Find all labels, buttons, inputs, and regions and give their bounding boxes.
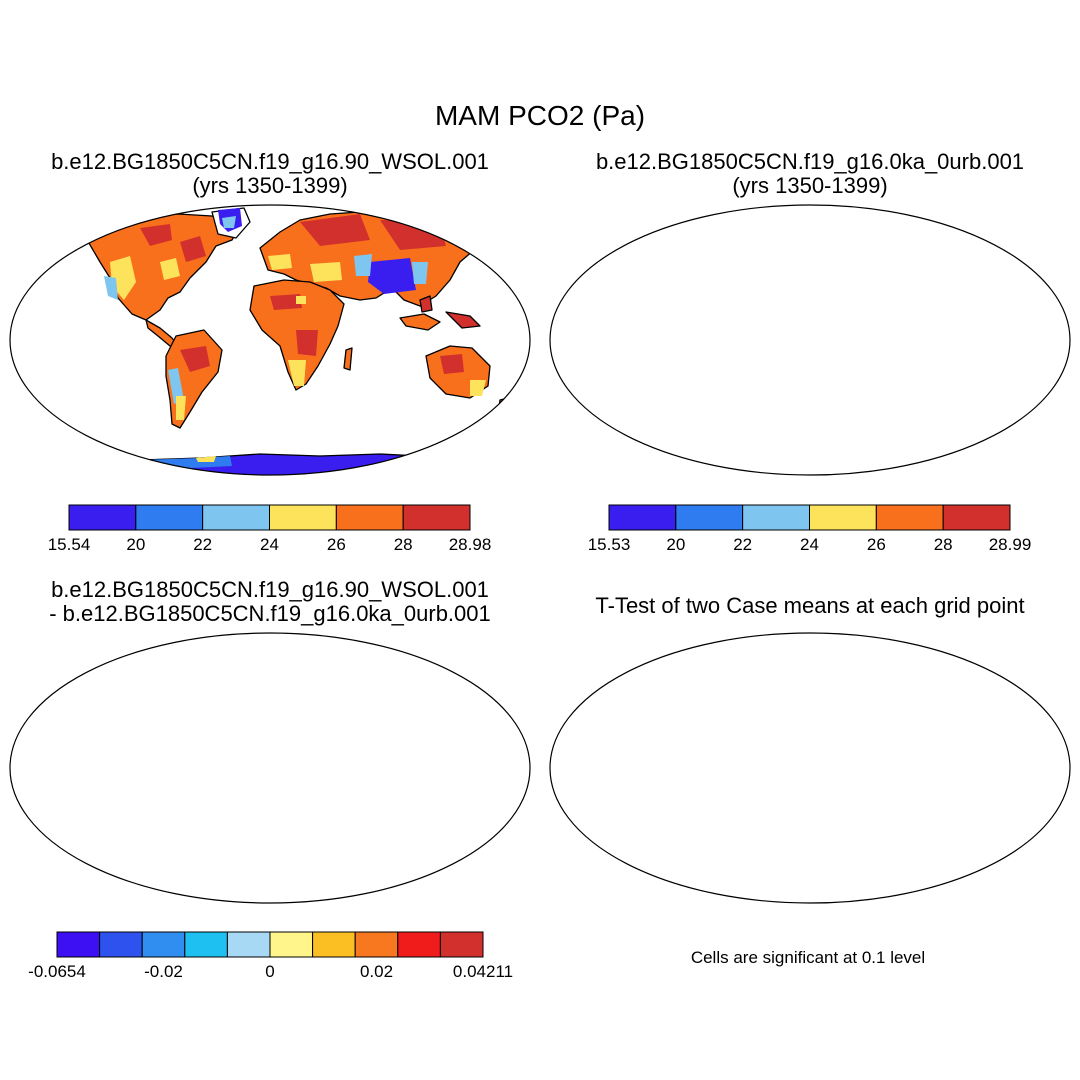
colorbar-tick-label: 15.54 — [47, 535, 91, 554]
colorbar-segment — [269, 931, 314, 958]
map-panel-case1 — [9, 204, 531, 476]
colorbar-tick-label: 28 — [933, 535, 953, 554]
colorbar-tick-label: 28.99 — [988, 535, 1032, 554]
colorbar-tick-label: 15.53 — [587, 535, 631, 554]
colorbar-segment — [312, 931, 356, 958]
colorbar-tick-label: 0.04211 — [452, 962, 514, 981]
panel4-title-line1: T-Test of two Case means at each grid po… — [595, 593, 1025, 618]
colorbar-tick-label: 26 — [326, 535, 346, 554]
panel1-title-line1: b.e12.BG1850C5CN.f19_g16.90_WSOL.001 — [51, 149, 489, 174]
figure-title: MAM PCO2 (Pa) — [434, 100, 646, 131]
colorbar-tick-label: -0.02 — [144, 962, 183, 981]
colorbar-segment — [942, 504, 1011, 531]
colorbar-tick-label: 28.98 — [448, 535, 492, 554]
colorbar-segment — [68, 504, 137, 531]
colorbar-tick-label: 0.02 — [359, 962, 394, 981]
colorbar-tick-label: -0.0654 — [28, 962, 86, 981]
panel2-title-line1: b.e12.BG1850C5CN.f19_g16.0ka_0urb.001 — [595, 149, 1025, 174]
panel3-title: b.e12.BG1850C5CN.f19_g16.90_WSOL.001 - b… — [20, 578, 520, 626]
colorbar-tick-label: 28 — [393, 535, 413, 554]
panel2-title-line2: (yrs 1350-1399) — [732, 173, 888, 198]
colorbar-segment — [809, 504, 877, 531]
colorbar-segment — [608, 504, 677, 531]
panel4-title: T-Test of two Case means at each grid po… — [560, 594, 1060, 618]
colorbar-segment — [184, 931, 228, 958]
colorbar-segment — [141, 931, 186, 958]
colorbar-tick-label: 26 — [866, 535, 886, 554]
colorbar-tick-label: 22 — [193, 535, 213, 554]
colorbar-segment — [269, 504, 337, 531]
colorbar-segment — [202, 504, 271, 531]
colorbar-tick-label: 0 — [265, 962, 275, 981]
map-panel-difference — [9, 632, 531, 904]
colorbar-segment — [439, 931, 484, 958]
map-panel-ttest — [549, 632, 1071, 904]
colorbar-case2 — [608, 504, 1011, 531]
panel1-title-line2: (yrs 1350-1399) — [192, 173, 348, 198]
colorbar-segment — [397, 931, 441, 958]
colorbar-tick-label: 24 — [800, 535, 819, 554]
colorbar-segment — [135, 504, 204, 531]
colorbar-segment — [742, 504, 811, 531]
panel1-title: b.e12.BG1850C5CN.f19_g16.90_WSOL.001 (yr… — [40, 150, 500, 198]
colorbar-tick-label: 24 — [260, 535, 279, 554]
colorbar-segment — [335, 504, 404, 531]
colorbar-tick-label: 20 — [666, 535, 686, 554]
colorbar-segment — [99, 931, 143, 958]
colorbar-segment — [675, 504, 744, 531]
map-panel-case2 — [549, 204, 1071, 476]
colorbar-segment — [875, 504, 944, 531]
significance-note: Cells are significant at 0.1 level — [690, 948, 926, 967]
colorbar-tick-label: 22 — [733, 535, 753, 554]
colorbar-segment — [226, 931, 271, 958]
colorbar-segment — [402, 504, 471, 531]
panel3-title-line1: b.e12.BG1850C5CN.f19_g16.90_WSOL.001 — [51, 577, 489, 602]
colorbar-tick-label: 20 — [126, 535, 146, 554]
colorbar-case1 — [68, 504, 471, 531]
colorbar-segment — [354, 931, 399, 958]
colorbar-segment — [56, 931, 101, 958]
panel2-title: b.e12.BG1850C5CN.f19_g16.0ka_0urb.001 (y… — [580, 150, 1040, 198]
panel3-title-line2: - b.e12.BG1850C5CN.f19_g16.0ka_0urb.001 — [49, 601, 491, 626]
colorbar-difference — [56, 931, 484, 958]
